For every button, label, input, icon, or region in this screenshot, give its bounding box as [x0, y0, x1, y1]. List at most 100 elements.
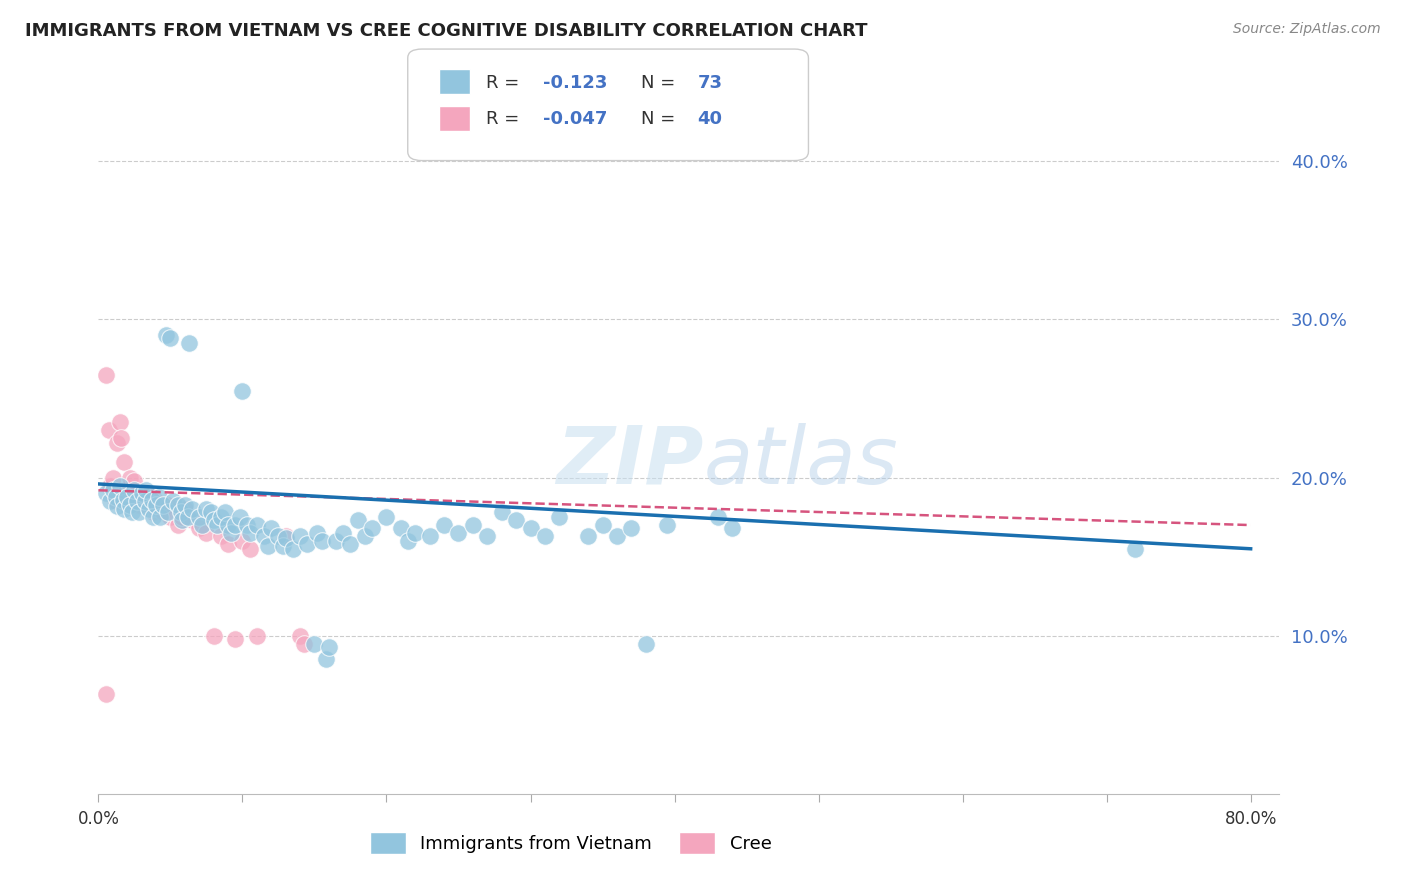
Point: [134, 494, 156, 508]
Point: [332, 525, 354, 540]
Point: [94, 687, 117, 701]
Point: [112, 502, 135, 516]
Point: [267, 529, 290, 543]
Point: [128, 505, 150, 519]
Point: [101, 470, 124, 484]
Point: [104, 490, 127, 504]
Text: R =: R =: [486, 110, 526, 128]
Point: [307, 525, 329, 540]
Point: [339, 537, 361, 551]
Point: [169, 505, 191, 519]
Point: [477, 529, 499, 543]
Point: [177, 510, 200, 524]
Point: [115, 490, 138, 504]
Point: [156, 498, 179, 512]
Point: [166, 498, 188, 512]
Point: [274, 531, 297, 545]
Point: [534, 529, 557, 543]
Point: [141, 498, 163, 512]
Text: N =: N =: [641, 74, 681, 92]
Point: [205, 518, 228, 533]
Text: -0.123: -0.123: [543, 74, 607, 92]
Point: [271, 539, 294, 553]
Point: [239, 525, 262, 540]
Point: [297, 537, 319, 551]
Point: [170, 513, 193, 527]
Point: [115, 482, 138, 496]
Point: [173, 502, 195, 516]
Point: [202, 629, 225, 643]
Point: [145, 498, 167, 512]
Point: [131, 486, 153, 500]
Point: [127, 490, 149, 504]
Point: [288, 629, 311, 643]
Point: [721, 521, 744, 535]
Point: [98, 494, 121, 508]
Point: [181, 513, 204, 527]
Text: N =: N =: [641, 110, 681, 128]
Point: [304, 637, 326, 651]
Point: [325, 533, 347, 548]
Point: [148, 502, 170, 516]
Point: [214, 505, 236, 519]
Point: [200, 505, 222, 519]
Point: [236, 518, 259, 533]
Point: [179, 336, 201, 351]
Text: 0.0%: 0.0%: [77, 811, 120, 829]
Point: [148, 490, 170, 504]
Point: [419, 529, 441, 543]
Point: [224, 518, 246, 533]
Point: [281, 541, 304, 556]
Point: [260, 521, 283, 535]
Point: [124, 483, 146, 498]
Point: [491, 505, 513, 519]
Point: [108, 478, 131, 492]
Text: ZIP: ZIP: [555, 423, 703, 500]
Point: [155, 328, 177, 343]
Text: R =: R =: [486, 74, 526, 92]
Point: [159, 331, 181, 345]
Point: [138, 502, 160, 516]
Point: [105, 435, 128, 450]
Point: [138, 486, 160, 500]
Point: [315, 652, 337, 666]
Point: [706, 510, 728, 524]
Point: [239, 541, 262, 556]
Legend: Immigrants from Vietnam, Cree: Immigrants from Vietnam, Cree: [363, 825, 779, 862]
Point: [231, 533, 253, 548]
Point: [620, 521, 643, 535]
Point: [120, 498, 142, 512]
Point: [228, 510, 250, 524]
Point: [292, 637, 315, 651]
Point: [375, 510, 398, 524]
Point: [389, 521, 412, 535]
Point: [97, 423, 120, 437]
Point: [505, 513, 527, 527]
Point: [461, 518, 484, 533]
Text: IMMIGRANTS FROM VIETNAM VS CREE COGNITIVE DISABILITY CORRELATION CHART: IMMIGRANTS FROM VIETNAM VS CREE COGNITIV…: [25, 22, 868, 40]
Point: [98, 478, 121, 492]
Point: [433, 518, 456, 533]
Point: [195, 502, 218, 516]
Point: [156, 505, 179, 519]
Point: [149, 510, 172, 524]
Text: 40: 40: [697, 110, 723, 128]
Point: [224, 632, 246, 646]
Point: [318, 640, 340, 654]
Point: [121, 486, 143, 500]
Point: [396, 533, 419, 548]
Text: 73: 73: [697, 74, 723, 92]
Point: [108, 415, 131, 429]
Point: [181, 502, 204, 516]
Point: [188, 510, 211, 524]
Point: [257, 539, 280, 553]
Point: [361, 521, 384, 535]
Point: [112, 455, 135, 469]
Point: [142, 510, 165, 524]
Point: [288, 529, 311, 543]
Point: [94, 486, 117, 500]
Point: [311, 533, 333, 548]
Text: Source: ZipAtlas.com: Source: ZipAtlas.com: [1233, 22, 1381, 37]
Point: [105, 499, 128, 513]
Point: [104, 494, 127, 508]
